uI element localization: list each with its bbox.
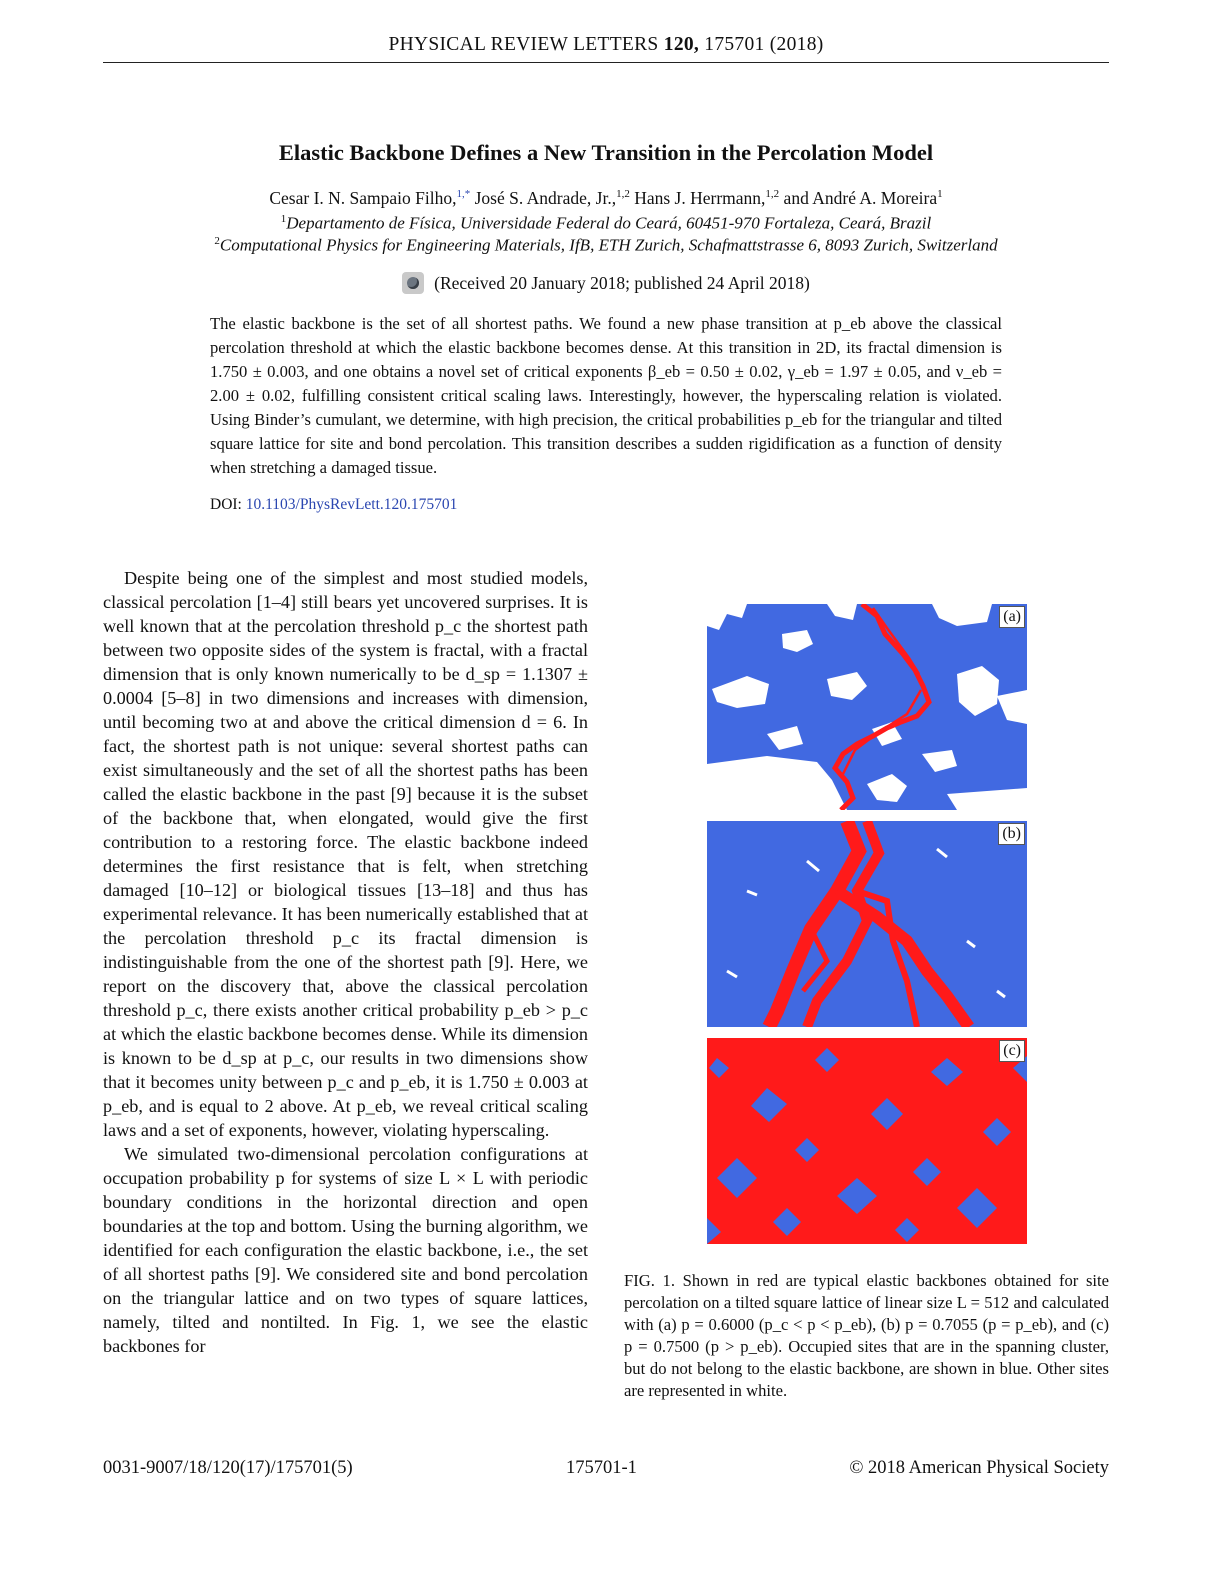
author-3: Hans J. Herrmann, — [629, 188, 766, 208]
author-2-affil: 1,2 — [616, 188, 630, 201]
author-3-affil: 1,2 — [765, 188, 780, 201]
check-for-updates-icon[interactable] — [402, 272, 425, 294]
header-rule — [103, 62, 1109, 63]
body-paragraph-2: We simulated two-dimensional percolation… — [103, 1144, 588, 1356]
author-4: and André A. Moreira — [779, 188, 938, 208]
doi-link[interactable]: 10.1103/PhysRevLett.120.175701 — [245, 496, 458, 513]
doi-line: DOI: 10.1103/PhysRevLett.120.175701 — [210, 496, 457, 514]
panel-c-label: (c) — [999, 1040, 1025, 1062]
abstract: The elastic backbone is the set of all s… — [210, 314, 1002, 477]
footer-page-number: 175701-1 — [566, 1458, 637, 1478]
author-list: Cesar I. N. Sampaio Filho,1,* José S. An… — [103, 188, 1109, 209]
paper-title: Elastic Backbone Defines a New Transitio… — [278, 140, 934, 165]
received-dates: (Received 20 January 2018; published 24 … — [434, 273, 810, 293]
body-paragraph-1: Despite being one of the simplest and mo… — [103, 568, 588, 1140]
panel-a-image — [707, 602, 1027, 812]
footer-issn: 0031-9007/18/120(17)/175701(5) — [103, 1458, 353, 1478]
article-number: 175701 (2018) — [704, 34, 824, 55]
received-line: (Received 20 January 2018; published 24 … — [103, 272, 1109, 294]
panel-c-image — [707, 1038, 1027, 1244]
affiliation-2-number: 2 — [214, 235, 220, 247]
author-1-affil[interactable]: 1,* — [456, 188, 471, 201]
affiliation-1-text: Departamento de Física, Universidade Fed… — [286, 213, 932, 233]
figure-panel-a: (a) — [707, 602, 1027, 812]
body-left-column: Despite being one of the simplest and mo… — [103, 566, 588, 1358]
panel-a-label: (a) — [999, 606, 1025, 628]
journal-volume: 120, — [663, 34, 700, 55]
doi-label: DOI: — [210, 496, 242, 513]
author-1: Cesar I. N. Sampaio Filho, — [269, 188, 457, 208]
figure-panel-b: (b) — [707, 818, 1027, 1031]
footer-copyright: © 2018 American Physical Society — [849, 1458, 1109, 1478]
affiliation-2-text: Computational Physics for Engineering Ma… — [219, 235, 998, 255]
journal-name: PHYSICAL REVIEW LETTERS — [388, 34, 659, 55]
affiliation-2: 2Computational Physics for Engineering M… — [103, 235, 1109, 256]
figure-1-caption: FIG. 1. Shown in red are typical elastic… — [624, 1271, 1109, 1400]
panel-b-label: (b) — [998, 823, 1025, 845]
affiliation-1: 1Departamento de Física, Universidade Fe… — [103, 213, 1109, 234]
figure-panel-c: (c) — [707, 1038, 1027, 1244]
affiliation-1-number: 1 — [280, 213, 287, 225]
author-4-affil: 1 — [937, 188, 943, 201]
author-2: José S. Andrade, Jr., — [470, 188, 617, 208]
running-header: PHYSICAL REVIEW LETTERS 120, 175701 (201… — [103, 34, 1109, 56]
panel-b-image — [707, 818, 1027, 1031]
